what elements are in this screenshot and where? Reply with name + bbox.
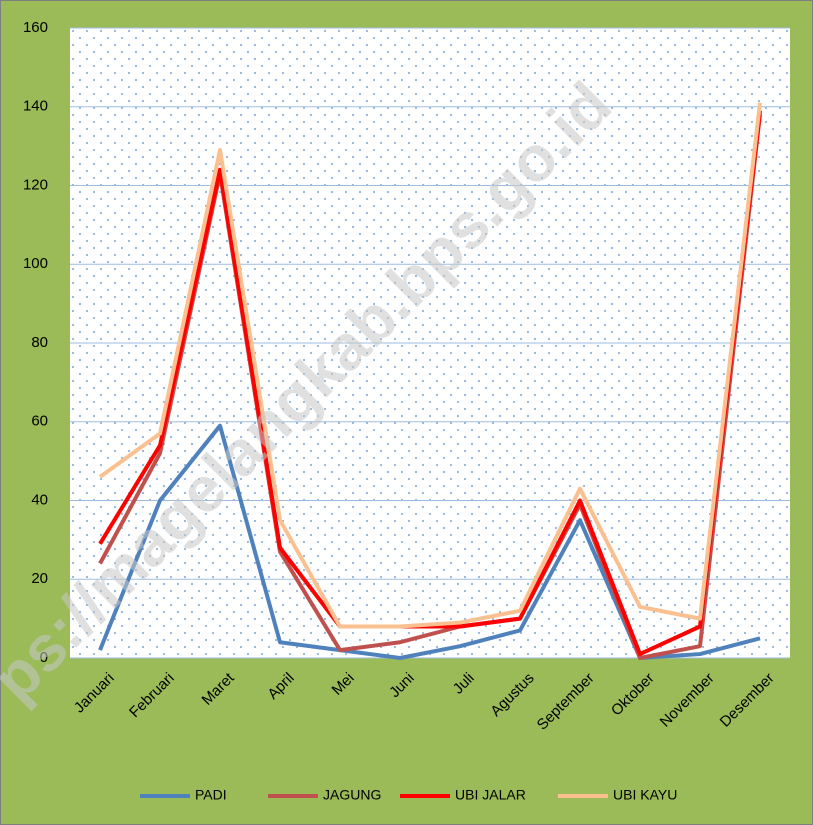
y-tick-label: 160 xyxy=(23,19,48,36)
legend-label: UBI JALAR xyxy=(455,787,526,803)
y-tick-label: 20 xyxy=(31,570,48,587)
y-tick-label: 0 xyxy=(40,649,48,666)
legend-label: JAGUNG xyxy=(323,787,381,803)
series-line xyxy=(98,102,762,629)
y-tick-label: 80 xyxy=(31,334,48,351)
y-tick-label: 100 xyxy=(23,255,48,272)
legend-label: PADI xyxy=(195,787,227,803)
y-tick-label: 60 xyxy=(31,413,48,430)
y-tick-label: 40 xyxy=(31,491,48,508)
y-tick-label: 120 xyxy=(23,176,48,193)
legend-label: UBI KAYU xyxy=(613,787,677,803)
y-tick-label: 140 xyxy=(23,98,48,115)
